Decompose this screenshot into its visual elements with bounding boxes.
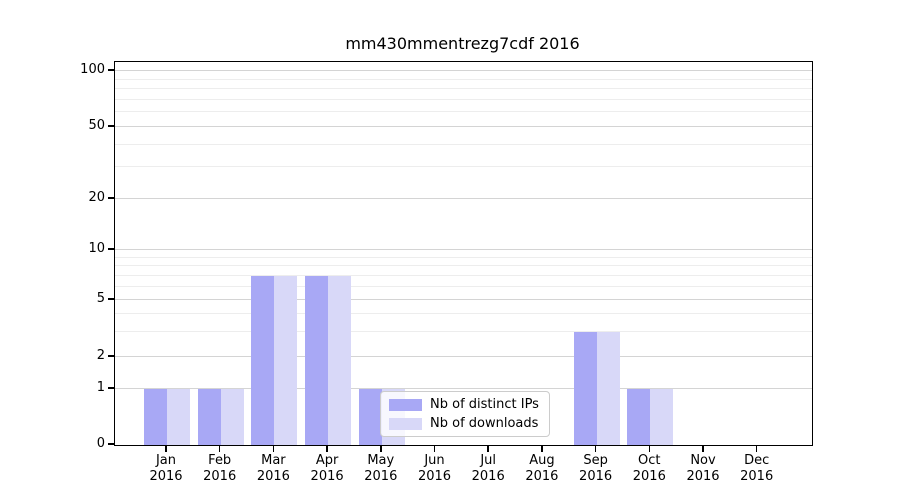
minor-gridline [115,143,812,145]
minor-gridline [115,88,812,90]
bar-downloads [650,389,674,445]
y-axis-tick-mark [108,443,114,445]
x-axis-tick-mark [541,445,543,452]
x-axis-tick-label: Sep 2016 [579,453,613,484]
y-axis-tick-mark [108,355,114,357]
minor-gridline [115,111,812,113]
legend-label: Nb of distinct IPs [430,397,539,412]
legend-item: Nb of downloads [389,416,539,431]
x-axis-tick-mark [487,445,489,452]
major-gridline [115,299,812,300]
major-gridline [115,126,812,127]
y-axis-tick-label: 5 [96,291,105,306]
x-axis-tick-label: Aug 2016 [525,453,559,484]
x-axis-tick-mark [380,445,382,452]
major-gridline [115,249,812,250]
y-axis-tick-label: 50 [88,118,105,133]
y-axis-tick-mark [108,125,114,127]
y-axis-tick-label: 100 [80,62,105,77]
y-axis-tick-label: 2 [96,348,105,363]
bar-distinct-ips [627,389,651,445]
legend-swatch [389,398,422,411]
minor-gridline [115,265,812,267]
x-axis-tick-label: Apr 2016 [310,453,344,484]
x-axis-tick-label: Dec 2016 [740,453,774,484]
x-axis-tick-mark [594,445,597,452]
x-axis-tick-label: Mar 2016 [256,453,290,484]
y-axis-tick-mark [108,387,114,389]
x-axis-tick-mark [648,445,651,452]
x-axis-tick-label: Jul 2016 [471,453,505,484]
legend-swatch [389,417,422,430]
bar-distinct-ips [358,389,382,445]
bar-downloads [220,389,244,445]
minor-gridline [115,285,812,287]
minor-gridline [115,78,812,80]
minor-gridline [115,98,812,100]
y-axis-tick-mark [108,197,114,199]
bar-distinct-ips [251,275,275,445]
minor-gridline [115,312,812,314]
bar-downloads [328,275,352,445]
x-axis-tick-label: Nov 2016 [686,453,720,484]
major-gridline [115,388,812,389]
x-axis-tick-mark [326,445,328,452]
minor-gridline [115,166,812,168]
major-gridline [115,356,812,357]
x-axis-tick-mark [702,445,704,452]
y-axis-tick-mark [108,298,114,300]
bar-downloads [596,331,620,445]
bar-downloads [167,389,190,445]
x-axis-tick-mark [165,445,167,452]
legend: Nb of distinct IPs Nb of downloads [380,391,550,437]
y-axis-tick-label: 0 [96,436,105,451]
x-axis-tick-label: Oct 2016 [632,453,666,484]
x-axis-tick-label: Feb 2016 [203,453,237,484]
chart-title: mm430mmentrezg7cdf 2016 [345,34,580,53]
minor-gridline [115,330,812,332]
x-axis-tick-label: May 2016 [364,453,398,484]
x-axis-tick-mark [272,445,275,452]
y-axis-tick-label: 10 [88,241,105,256]
x-axis-tick-mark [218,445,221,452]
y-axis-tick-label: 20 [88,190,105,205]
x-axis-tick-label: Jun 2016 [417,453,452,484]
x-axis-tick-mark [433,445,436,452]
major-gridline [115,198,812,199]
plot-area [114,61,813,446]
legend-item: Nb of distinct IPs [389,397,539,412]
y-axis-tick-label: 1 [96,380,105,395]
bar-distinct-ips [197,389,221,445]
y-axis-tick-mark [108,248,114,250]
y-axis-tick-mark [108,69,114,71]
legend-label: Nb of downloads [430,416,539,431]
bar-distinct-ips [573,331,597,445]
x-axis-tick-mark [755,445,758,452]
x-axis-tick-label: Jan 2016 [149,453,183,484]
minor-gridline [115,274,812,276]
bar-downloads [274,275,298,445]
minor-gridline [115,256,812,258]
major-gridline [115,70,812,71]
bar-distinct-ips [144,389,167,445]
bar-distinct-ips [305,275,329,445]
